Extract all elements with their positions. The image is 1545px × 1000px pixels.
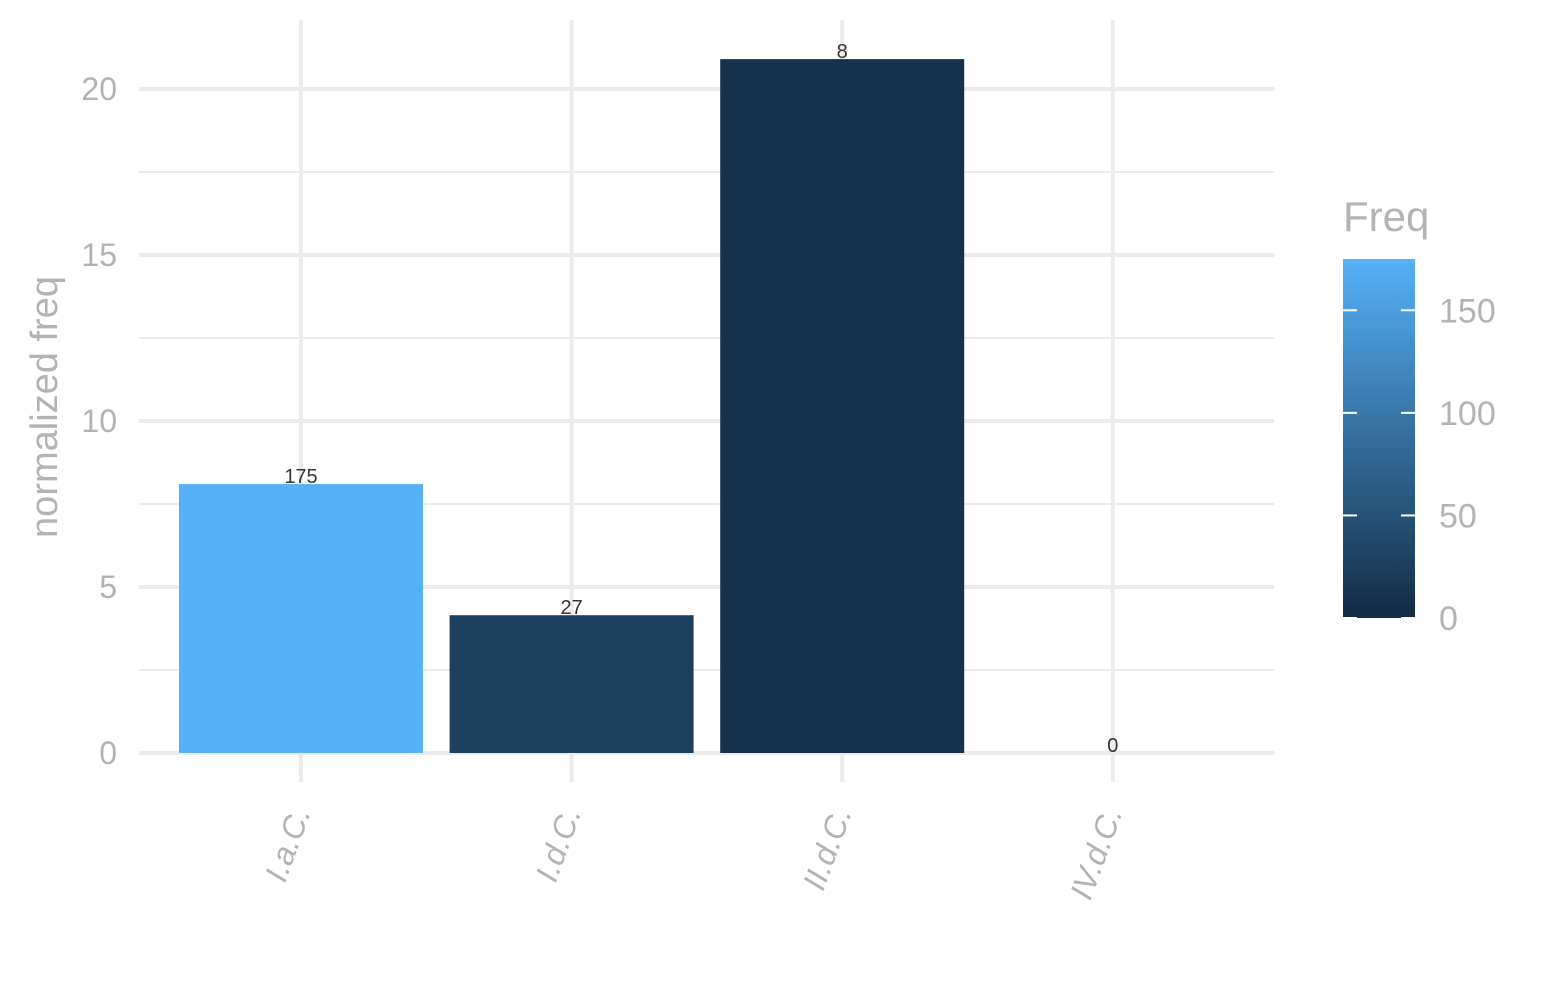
colorbar-legend: Freq 0 50 100 150 (1343, 193, 1496, 638)
data-label: 8 (837, 41, 848, 63)
y-tick-label: 0 (99, 735, 117, 771)
bars (179, 59, 965, 754)
x-axis-ticks: I.a.C. I.d.C. II.d.C. IV.d.C. (258, 802, 1130, 904)
legend-title: Freq (1343, 193, 1429, 240)
colorbar-tick-label: 100 (1439, 395, 1496, 433)
x-tick-label: IV.d.C. (1063, 802, 1129, 904)
y-axis-ticks: 0 5 10 15 20 (81, 71, 117, 771)
data-labels: 175 27 8 0 (284, 41, 1118, 757)
y-tick-label: 5 (99, 569, 117, 605)
data-label: 175 (284, 466, 317, 488)
bar-I.a.C. (179, 484, 423, 753)
colorbar-tick-label: 50 (1439, 497, 1477, 535)
colorbar-tick-label: 0 (1439, 600, 1458, 638)
x-tick-label: II.d.C. (796, 802, 859, 895)
colorbar-tick-label: 150 (1439, 292, 1496, 330)
y-axis-label: normalized freq (24, 276, 66, 538)
bar-I.d.C. (449, 615, 694, 753)
colorbar-ticks: 0 50 100 150 (1343, 292, 1496, 638)
y-tick-label: 20 (81, 71, 117, 107)
data-label: 27 (560, 597, 582, 619)
x-tick-label: I.d.C. (528, 802, 588, 886)
y-tick-label: 10 (81, 403, 117, 439)
y-tick-label: 15 (81, 237, 117, 273)
data-label: 0 (1107, 735, 1118, 757)
bar-II.d.C. (720, 59, 965, 754)
x-tick-label: I.a.C. (258, 802, 318, 886)
colorbar (1343, 259, 1415, 618)
